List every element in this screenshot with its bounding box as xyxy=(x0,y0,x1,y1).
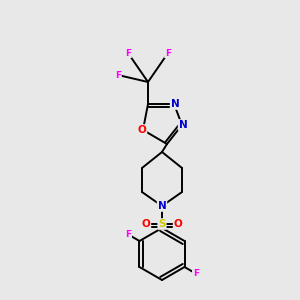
Text: N: N xyxy=(158,201,166,211)
Text: S: S xyxy=(158,219,166,229)
Text: O: O xyxy=(174,219,182,229)
Text: F: F xyxy=(125,49,131,58)
Text: F: F xyxy=(165,49,171,58)
Text: F: F xyxy=(193,269,199,278)
Text: F: F xyxy=(115,70,121,80)
Text: O: O xyxy=(142,219,150,229)
Text: F: F xyxy=(125,230,131,239)
Text: N: N xyxy=(171,99,179,109)
Text: O: O xyxy=(138,125,146,135)
Text: N: N xyxy=(178,120,188,130)
